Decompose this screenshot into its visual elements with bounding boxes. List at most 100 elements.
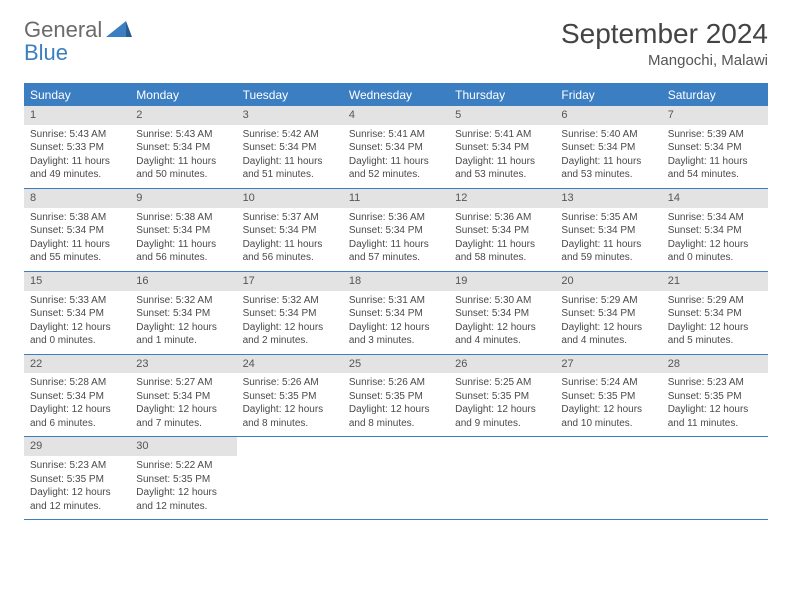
day-content: Sunrise: 5:26 AMSunset: 5:35 PMDaylight:…	[343, 376, 449, 430]
month-title: September 2024	[561, 18, 768, 50]
sunset-text: Sunset: 5:34 PM	[136, 224, 230, 238]
day-content: Sunrise: 5:36 AMSunset: 5:34 PMDaylight:…	[343, 211, 449, 265]
daylight-text: Daylight: 12 hours	[668, 238, 762, 252]
day-content: Sunrise: 5:43 AMSunset: 5:34 PMDaylight:…	[130, 128, 236, 182]
sunset-text: Sunset: 5:34 PM	[349, 307, 443, 321]
sunset-text: Sunset: 5:35 PM	[668, 390, 762, 404]
day-number: 14	[662, 189, 768, 208]
sunset-text: Sunset: 5:34 PM	[455, 141, 549, 155]
day-number: 13	[555, 189, 661, 208]
sunrise-text: Sunrise: 5:41 AM	[455, 128, 549, 142]
sunset-text: Sunset: 5:34 PM	[349, 141, 443, 155]
day-number: 8	[24, 189, 130, 208]
weekday-header: Wednesday	[343, 84, 449, 106]
day-content: Sunrise: 5:29 AMSunset: 5:34 PMDaylight:…	[662, 294, 768, 348]
day-number: 6	[555, 106, 661, 125]
sunrise-text: Sunrise: 5:29 AM	[561, 294, 655, 308]
sunrise-text: Sunrise: 5:38 AM	[30, 211, 124, 225]
logo: General Blue	[24, 18, 132, 64]
sunset-text: Sunset: 5:34 PM	[243, 224, 337, 238]
daylight-text: Daylight: 12 hours	[349, 403, 443, 417]
sunrise-text: Sunrise: 5:32 AM	[136, 294, 230, 308]
day-cell	[555, 437, 661, 519]
sunset-text: Sunset: 5:34 PM	[243, 141, 337, 155]
day-cell: 8 Sunrise: 5:38 AMSunset: 5:34 PMDaylight…	[24, 189, 130, 271]
day-number: 22	[24, 355, 130, 374]
daylight-text: and 57 minutes.	[349, 251, 443, 265]
daylight-text: and 4 minutes.	[561, 334, 655, 348]
week-row: 8Sunrise: 5:38 AMSunset: 5:34 PMDaylight…	[24, 189, 768, 272]
day-content: Sunrise: 5:40 AMSunset: 5:34 PMDaylight:…	[555, 128, 661, 182]
daylight-text: and 0 minutes.	[668, 251, 762, 265]
daylight-text: and 54 minutes.	[668, 168, 762, 182]
day-content: Sunrise: 5:23 AMSunset: 5:35 PMDaylight:…	[662, 376, 768, 430]
daylight-text: and 52 minutes.	[349, 168, 443, 182]
daylight-text: and 8 minutes.	[349, 417, 443, 431]
day-cell: 28Sunrise: 5:23 AMSunset: 5:35 PMDayligh…	[662, 355, 768, 437]
week-row: 22Sunrise: 5:28 AMSunset: 5:34 PMDayligh…	[24, 355, 768, 438]
day-cell: 12Sunrise: 5:36 AMSunset: 5:34 PMDayligh…	[449, 189, 555, 271]
daylight-text: and 55 minutes.	[30, 251, 124, 265]
day-cell: 19Sunrise: 5:30 AMSunset: 5:34 PMDayligh…	[449, 272, 555, 354]
sunset-text: Sunset: 5:34 PM	[561, 307, 655, 321]
sunset-text: Sunset: 5:34 PM	[455, 224, 549, 238]
sunrise-text: Sunrise: 5:22 AM	[136, 459, 230, 473]
day-cell: 9Sunrise: 5:38 AMSunset: 5:34 PMDaylight…	[130, 189, 236, 271]
daylight-text: Daylight: 12 hours	[136, 403, 230, 417]
daylight-text: and 9 minutes.	[455, 417, 549, 431]
day-cell: 17Sunrise: 5:32 AMSunset: 5:34 PMDayligh…	[237, 272, 343, 354]
daylight-text: and 56 minutes.	[243, 251, 337, 265]
day-content: Sunrise: 5:42 AMSunset: 5:34 PMDaylight:…	[237, 128, 343, 182]
daylight-text: and 12 minutes.	[30, 500, 124, 514]
sunrise-text: Sunrise: 5:25 AM	[455, 376, 549, 390]
daylight-text: and 49 minutes.	[30, 168, 124, 182]
sunrise-text: Sunrise: 5:24 AM	[561, 376, 655, 390]
sunset-text: Sunset: 5:34 PM	[243, 307, 337, 321]
sunrise-text: Sunrise: 5:30 AM	[455, 294, 549, 308]
day-cell: 23Sunrise: 5:27 AMSunset: 5:34 PMDayligh…	[130, 355, 236, 437]
daylight-text: Daylight: 12 hours	[136, 486, 230, 500]
week-row: 15Sunrise: 5:33 AMSunset: 5:34 PMDayligh…	[24, 272, 768, 355]
daylight-text: Daylight: 12 hours	[136, 321, 230, 335]
logo-line1: General	[24, 17, 102, 42]
day-number: 17	[237, 272, 343, 291]
day-number: 16	[130, 272, 236, 291]
day-cell: 22Sunrise: 5:28 AMSunset: 5:34 PMDayligh…	[24, 355, 130, 437]
day-content: Sunrise: 5:36 AMSunset: 5:34 PMDaylight:…	[449, 211, 555, 265]
sunrise-text: Sunrise: 5:23 AM	[668, 376, 762, 390]
day-content: Sunrise: 5:22 AMSunset: 5:35 PMDaylight:…	[130, 459, 236, 513]
daylight-text: and 4 minutes.	[455, 334, 549, 348]
sunrise-text: Sunrise: 5:43 AM	[30, 128, 124, 142]
daylight-text: and 56 minutes.	[136, 251, 230, 265]
daylight-text: Daylight: 11 hours	[136, 238, 230, 252]
day-content: Sunrise: 5:41 AMSunset: 5:34 PMDaylight:…	[343, 128, 449, 182]
daylight-text: and 53 minutes.	[455, 168, 549, 182]
day-number: 26	[449, 355, 555, 374]
daylight-text: Daylight: 12 hours	[349, 321, 443, 335]
daylight-text: Daylight: 12 hours	[668, 403, 762, 417]
day-content: Sunrise: 5:29 AMSunset: 5:34 PMDaylight:…	[555, 294, 661, 348]
day-cell: 30Sunrise: 5:22 AMSunset: 5:35 PMDayligh…	[130, 437, 236, 519]
sunrise-text: Sunrise: 5:36 AM	[349, 211, 443, 225]
daylight-text: Daylight: 11 hours	[243, 238, 337, 252]
daylight-text: and 51 minutes.	[243, 168, 337, 182]
daylight-text: and 8 minutes.	[243, 417, 337, 431]
sunset-text: Sunset: 5:34 PM	[30, 224, 124, 238]
sunrise-text: Sunrise: 5:33 AM	[30, 294, 124, 308]
daylight-text: Daylight: 11 hours	[30, 238, 124, 252]
daylight-text: Daylight: 11 hours	[243, 155, 337, 169]
sunset-text: Sunset: 5:35 PM	[561, 390, 655, 404]
day-cell	[449, 437, 555, 519]
sunset-text: Sunset: 5:34 PM	[136, 390, 230, 404]
weekday-header: Friday	[555, 84, 661, 106]
day-cell: 15Sunrise: 5:33 AMSunset: 5:34 PMDayligh…	[24, 272, 130, 354]
day-cell: 5Sunrise: 5:41 AMSunset: 5:34 PMDaylight…	[449, 106, 555, 188]
sunset-text: Sunset: 5:34 PM	[455, 307, 549, 321]
day-content: Sunrise: 5:23 AMSunset: 5:35 PMDaylight:…	[24, 459, 130, 513]
daylight-text: Daylight: 12 hours	[243, 321, 337, 335]
sunrise-text: Sunrise: 5:29 AM	[668, 294, 762, 308]
day-number: 11	[343, 189, 449, 208]
week-row: 1Sunrise: 5:43 AMSunset: 5:33 PMDaylight…	[24, 106, 768, 189]
day-cell	[662, 437, 768, 519]
daylight-text: and 1 minute.	[136, 334, 230, 348]
